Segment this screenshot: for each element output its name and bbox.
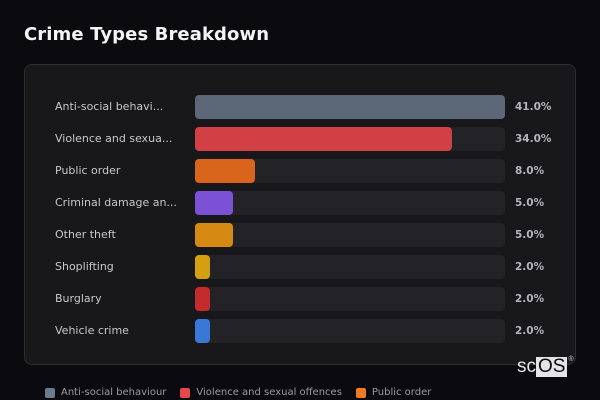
bar-track bbox=[195, 287, 505, 311]
legend-swatch-icon bbox=[355, 387, 366, 398]
bar-track bbox=[195, 223, 505, 247]
bar-value: 2.0% bbox=[515, 293, 545, 305]
bar-track bbox=[195, 191, 505, 215]
bar-label: Criminal damage an... bbox=[55, 196, 177, 209]
legend-item[interactable]: Anti-social behaviour bbox=[45, 387, 166, 398]
bar-fill[interactable] bbox=[195, 95, 505, 119]
scos-logo: sc OS ® bbox=[517, 356, 574, 377]
bar-track bbox=[195, 127, 505, 151]
bar-value: 2.0% bbox=[515, 261, 545, 273]
bar-label: Shoplifting bbox=[55, 260, 114, 273]
bar-label: Burglary bbox=[55, 292, 102, 305]
bar-row: Criminal damage an... 5.0% bbox=[25, 191, 575, 215]
bar-label: Other theft bbox=[55, 228, 116, 241]
bar-label: Vehicle crime bbox=[55, 324, 129, 337]
bar-value: 2.0% bbox=[515, 325, 545, 337]
legend-swatch-icon bbox=[45, 387, 55, 398]
bar-fill[interactable] bbox=[195, 159, 255, 183]
bar-row: Shoplifting 2.0% bbox=[25, 255, 575, 279]
bar-fill[interactable] bbox=[195, 223, 233, 247]
bar-label: Violence and sexua... bbox=[55, 132, 173, 145]
legend-label: Public order bbox=[371, 387, 432, 398]
bar-fill[interactable] bbox=[195, 287, 210, 311]
bar-track bbox=[195, 319, 505, 343]
bar-track bbox=[195, 95, 505, 119]
bar-row: Burglary 2.0% bbox=[25, 287, 575, 311]
registered-mark-icon: ® bbox=[568, 356, 574, 363]
bar-value: 41.0% bbox=[515, 101, 552, 113]
bar-value: 5.0% bbox=[515, 229, 545, 241]
legend-label: Anti-social behaviour bbox=[61, 387, 167, 398]
bar-value: 34.0% bbox=[515, 133, 552, 145]
logo-prefix: sc bbox=[517, 356, 536, 377]
bar-row: Other theft 5.0% bbox=[25, 223, 575, 247]
bar-fill[interactable] bbox=[195, 319, 210, 343]
bar-row: Public order 8.0% bbox=[25, 159, 575, 183]
bar-fill[interactable] bbox=[195, 127, 452, 151]
bar-value: 5.0% bbox=[515, 197, 545, 209]
chart-card: Anti-social behavi... 41.0% Violence and… bbox=[24, 64, 576, 365]
bar-row: Violence and sexua... 34.0% bbox=[25, 127, 575, 151]
chart-legend: Anti-social behaviour Violence and sexua… bbox=[45, 387, 431, 398]
bar-fill[interactable] bbox=[195, 191, 233, 215]
bar-fill[interactable] bbox=[195, 255, 210, 279]
bar-label: Public order bbox=[55, 164, 121, 177]
legend-label: Violence and sexual offences bbox=[196, 387, 342, 398]
bar-label: Anti-social behavi... bbox=[55, 100, 164, 113]
bar-value: 8.0% bbox=[515, 165, 545, 177]
bar-row: Vehicle crime 2.0% bbox=[25, 319, 575, 343]
legend-item[interactable]: Violence and sexual offences bbox=[180, 387, 342, 398]
legend-swatch-icon bbox=[180, 387, 191, 398]
bar-row: Anti-social behavi... 41.0% bbox=[25, 95, 575, 119]
bar-track bbox=[195, 159, 505, 183]
legend-item[interactable]: Public order bbox=[355, 387, 432, 398]
bar-track bbox=[195, 255, 505, 279]
chart-title: Crime Types Breakdown bbox=[24, 24, 270, 45]
logo-boxed: OS bbox=[536, 356, 568, 377]
